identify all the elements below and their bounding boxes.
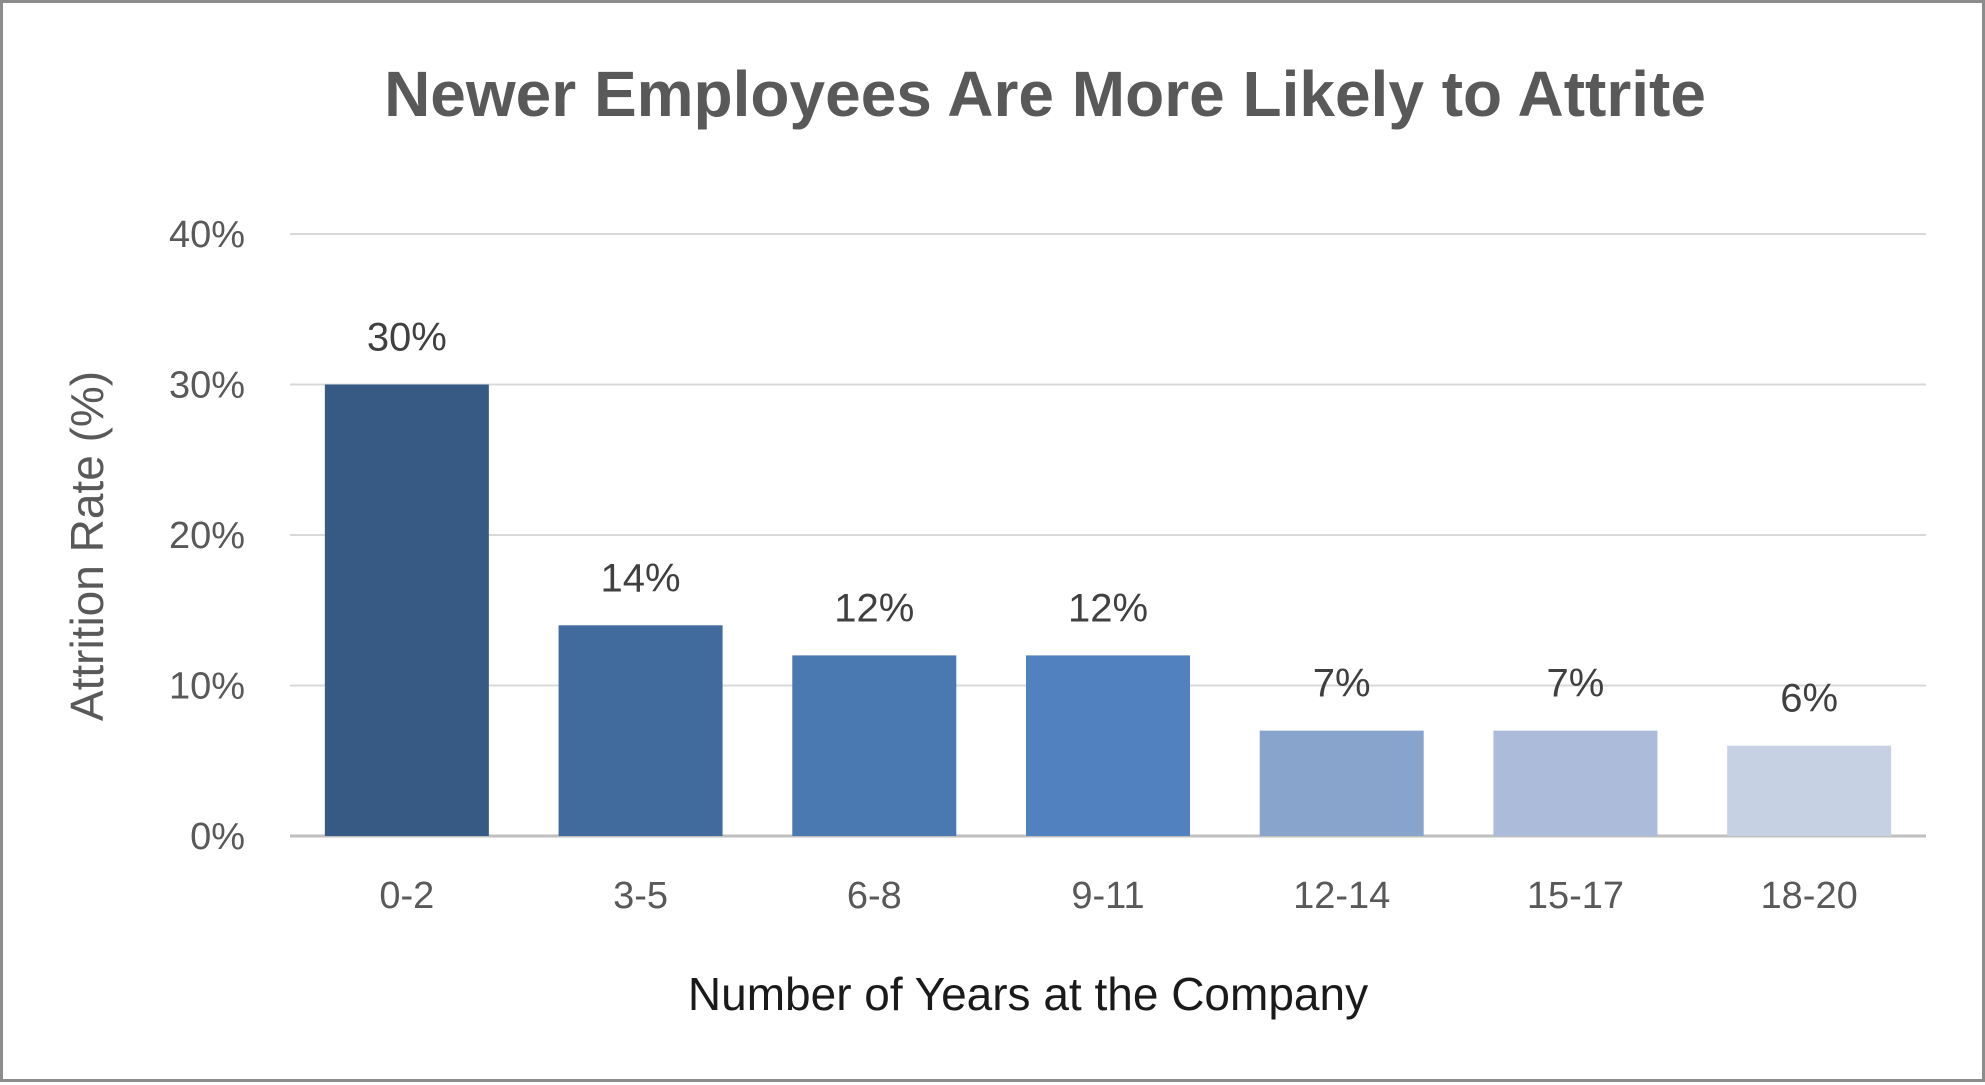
- bar: [1493, 730, 1658, 836]
- data-label: 12%: [1068, 586, 1148, 630]
- data-label: 14%: [601, 556, 681, 600]
- data-label: 12%: [834, 586, 914, 630]
- data-label: 7%: [1313, 662, 1371, 706]
- data-label: 6%: [1780, 677, 1838, 721]
- data-label: 30%: [367, 316, 447, 360]
- bar: [792, 655, 957, 836]
- x-tick-label: 12-14: [1293, 875, 1390, 917]
- data-label: 7%: [1547, 662, 1605, 706]
- x-axis-title: Number of Years at the Company: [688, 968, 1368, 1020]
- bars: [324, 384, 1892, 836]
- y-tick-label: 40%: [169, 214, 245, 256]
- x-tick-label: 9-11: [1071, 875, 1144, 917]
- x-axis-ticks: 0-2 3-5 6-8 9-11 12-14 15-17 18-20: [379, 875, 1857, 917]
- y-tick-label: 30%: [169, 365, 245, 407]
- x-tick-label: 0-2: [379, 875, 434, 917]
- x-tick-label: 18-20: [1761, 875, 1858, 917]
- bar-chart: Newer Employees Are More Likely to Attri…: [61, 58, 1926, 1020]
- y-axis-ticks: 0% 10% 20% 30% 40%: [169, 214, 245, 858]
- y-tick-label: 20%: [169, 515, 245, 557]
- x-tick-label: 15-17: [1527, 875, 1624, 917]
- bar: [1259, 730, 1424, 836]
- y-tick-label: 0%: [190, 816, 245, 858]
- bar: [324, 384, 489, 836]
- bar: [1026, 655, 1190, 836]
- bar: [1727, 745, 1892, 836]
- y-axis-title: Attrition Rate (%): [61, 371, 113, 721]
- data-labels: 30% 14% 12% 12% 7% 7% 6%: [367, 316, 1838, 721]
- y-tick-label: 10%: [169, 666, 245, 708]
- x-tick-label: 6-8: [847, 875, 902, 917]
- chart-title: Newer Employees Are More Likely to Attri…: [384, 58, 1706, 130]
- x-tick-label: 3-5: [613, 875, 668, 917]
- bar: [558, 625, 723, 836]
